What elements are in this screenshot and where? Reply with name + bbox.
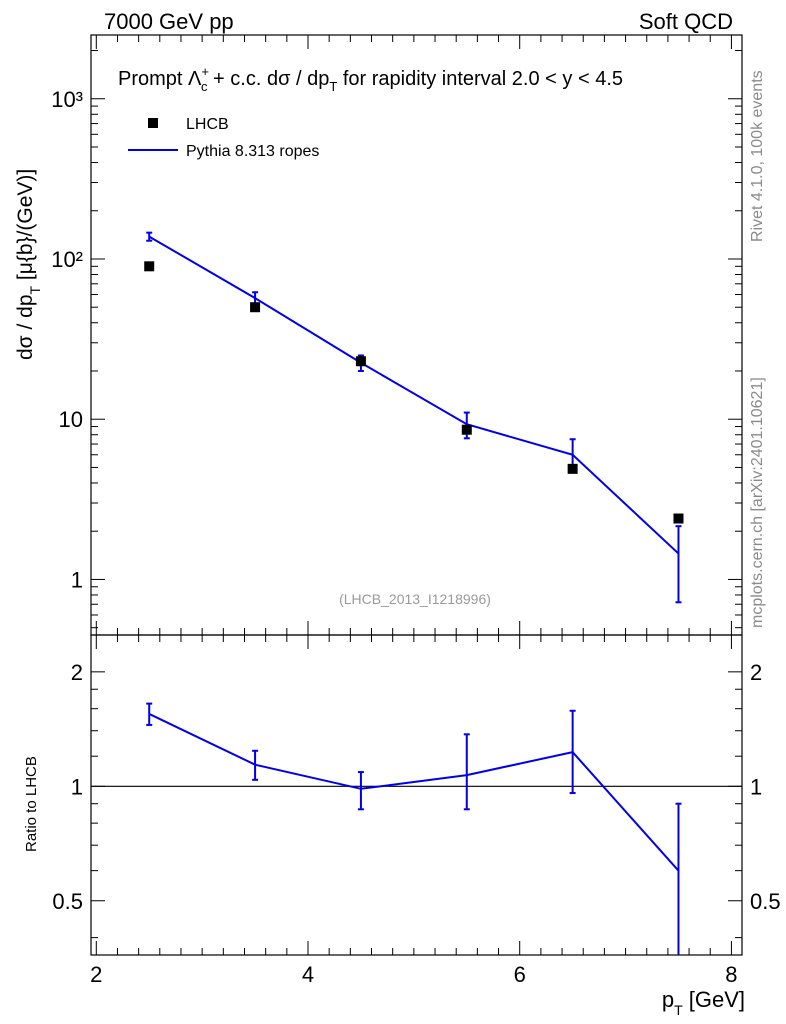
ratio-ytick-label-right: 1 xyxy=(750,774,762,799)
lhcb-data-point xyxy=(567,463,578,474)
lhcb-data-point xyxy=(673,513,684,524)
mc-series-line xyxy=(148,235,680,555)
main-ytick-label: 10² xyxy=(51,247,83,272)
side-text-lower: mcplots.cern.ch [arXiv:2401.10621] xyxy=(749,377,766,628)
analysis-watermark: (LHCB_2013_I1218996) xyxy=(339,591,491,607)
ratio-xtick-label: 4 xyxy=(302,962,314,987)
plot-title: Prompt Λ+ c + c.c. dσ / dpT for rapidity … xyxy=(118,64,623,94)
lhcb-data-point xyxy=(250,302,261,313)
lhcb-data-point xyxy=(461,424,472,435)
ratio-xtick-label: 6 xyxy=(514,962,526,987)
header-right: Soft QCD xyxy=(639,9,733,34)
ratio-xtick-label: 8 xyxy=(725,962,737,987)
lhcb-data-point xyxy=(144,261,155,272)
ratio-xtick-label: 2 xyxy=(90,962,102,987)
ratio-series-line xyxy=(148,713,680,872)
legend-data-label: LHCB xyxy=(186,116,229,133)
main-ylabel: dσ / dpT [μ{b}/(GeV)] xyxy=(14,169,43,360)
ratio-ytick-label-right: 0.5 xyxy=(750,889,781,914)
ratio-ytick-label-right: 2 xyxy=(750,660,762,685)
side-text-upper: Rivet 4.1.0, 100k events xyxy=(749,70,766,242)
ratio-ytick-label-left: 1 xyxy=(71,774,83,799)
ratio-ylabel: Ratio to LHCB xyxy=(23,756,40,852)
main-ytick-label: 10³ xyxy=(51,87,83,112)
ratio-ytick-label-left: 2 xyxy=(71,660,83,685)
ratio-plot-frame xyxy=(90,634,743,956)
legend-mc-label: Pythia 8.313 ropes xyxy=(186,143,319,160)
ratio-xlabel: pT [GeV] xyxy=(662,987,745,1018)
lhcb-data-point xyxy=(355,356,366,367)
ratio-ytick-label-left: 0.5 xyxy=(52,889,83,914)
header-left: 7000 GeV pp xyxy=(104,9,234,34)
main-ytick-label: 10 xyxy=(59,407,83,432)
main-ytick-label: 1 xyxy=(71,567,83,592)
legend-data-marker xyxy=(148,118,158,128)
